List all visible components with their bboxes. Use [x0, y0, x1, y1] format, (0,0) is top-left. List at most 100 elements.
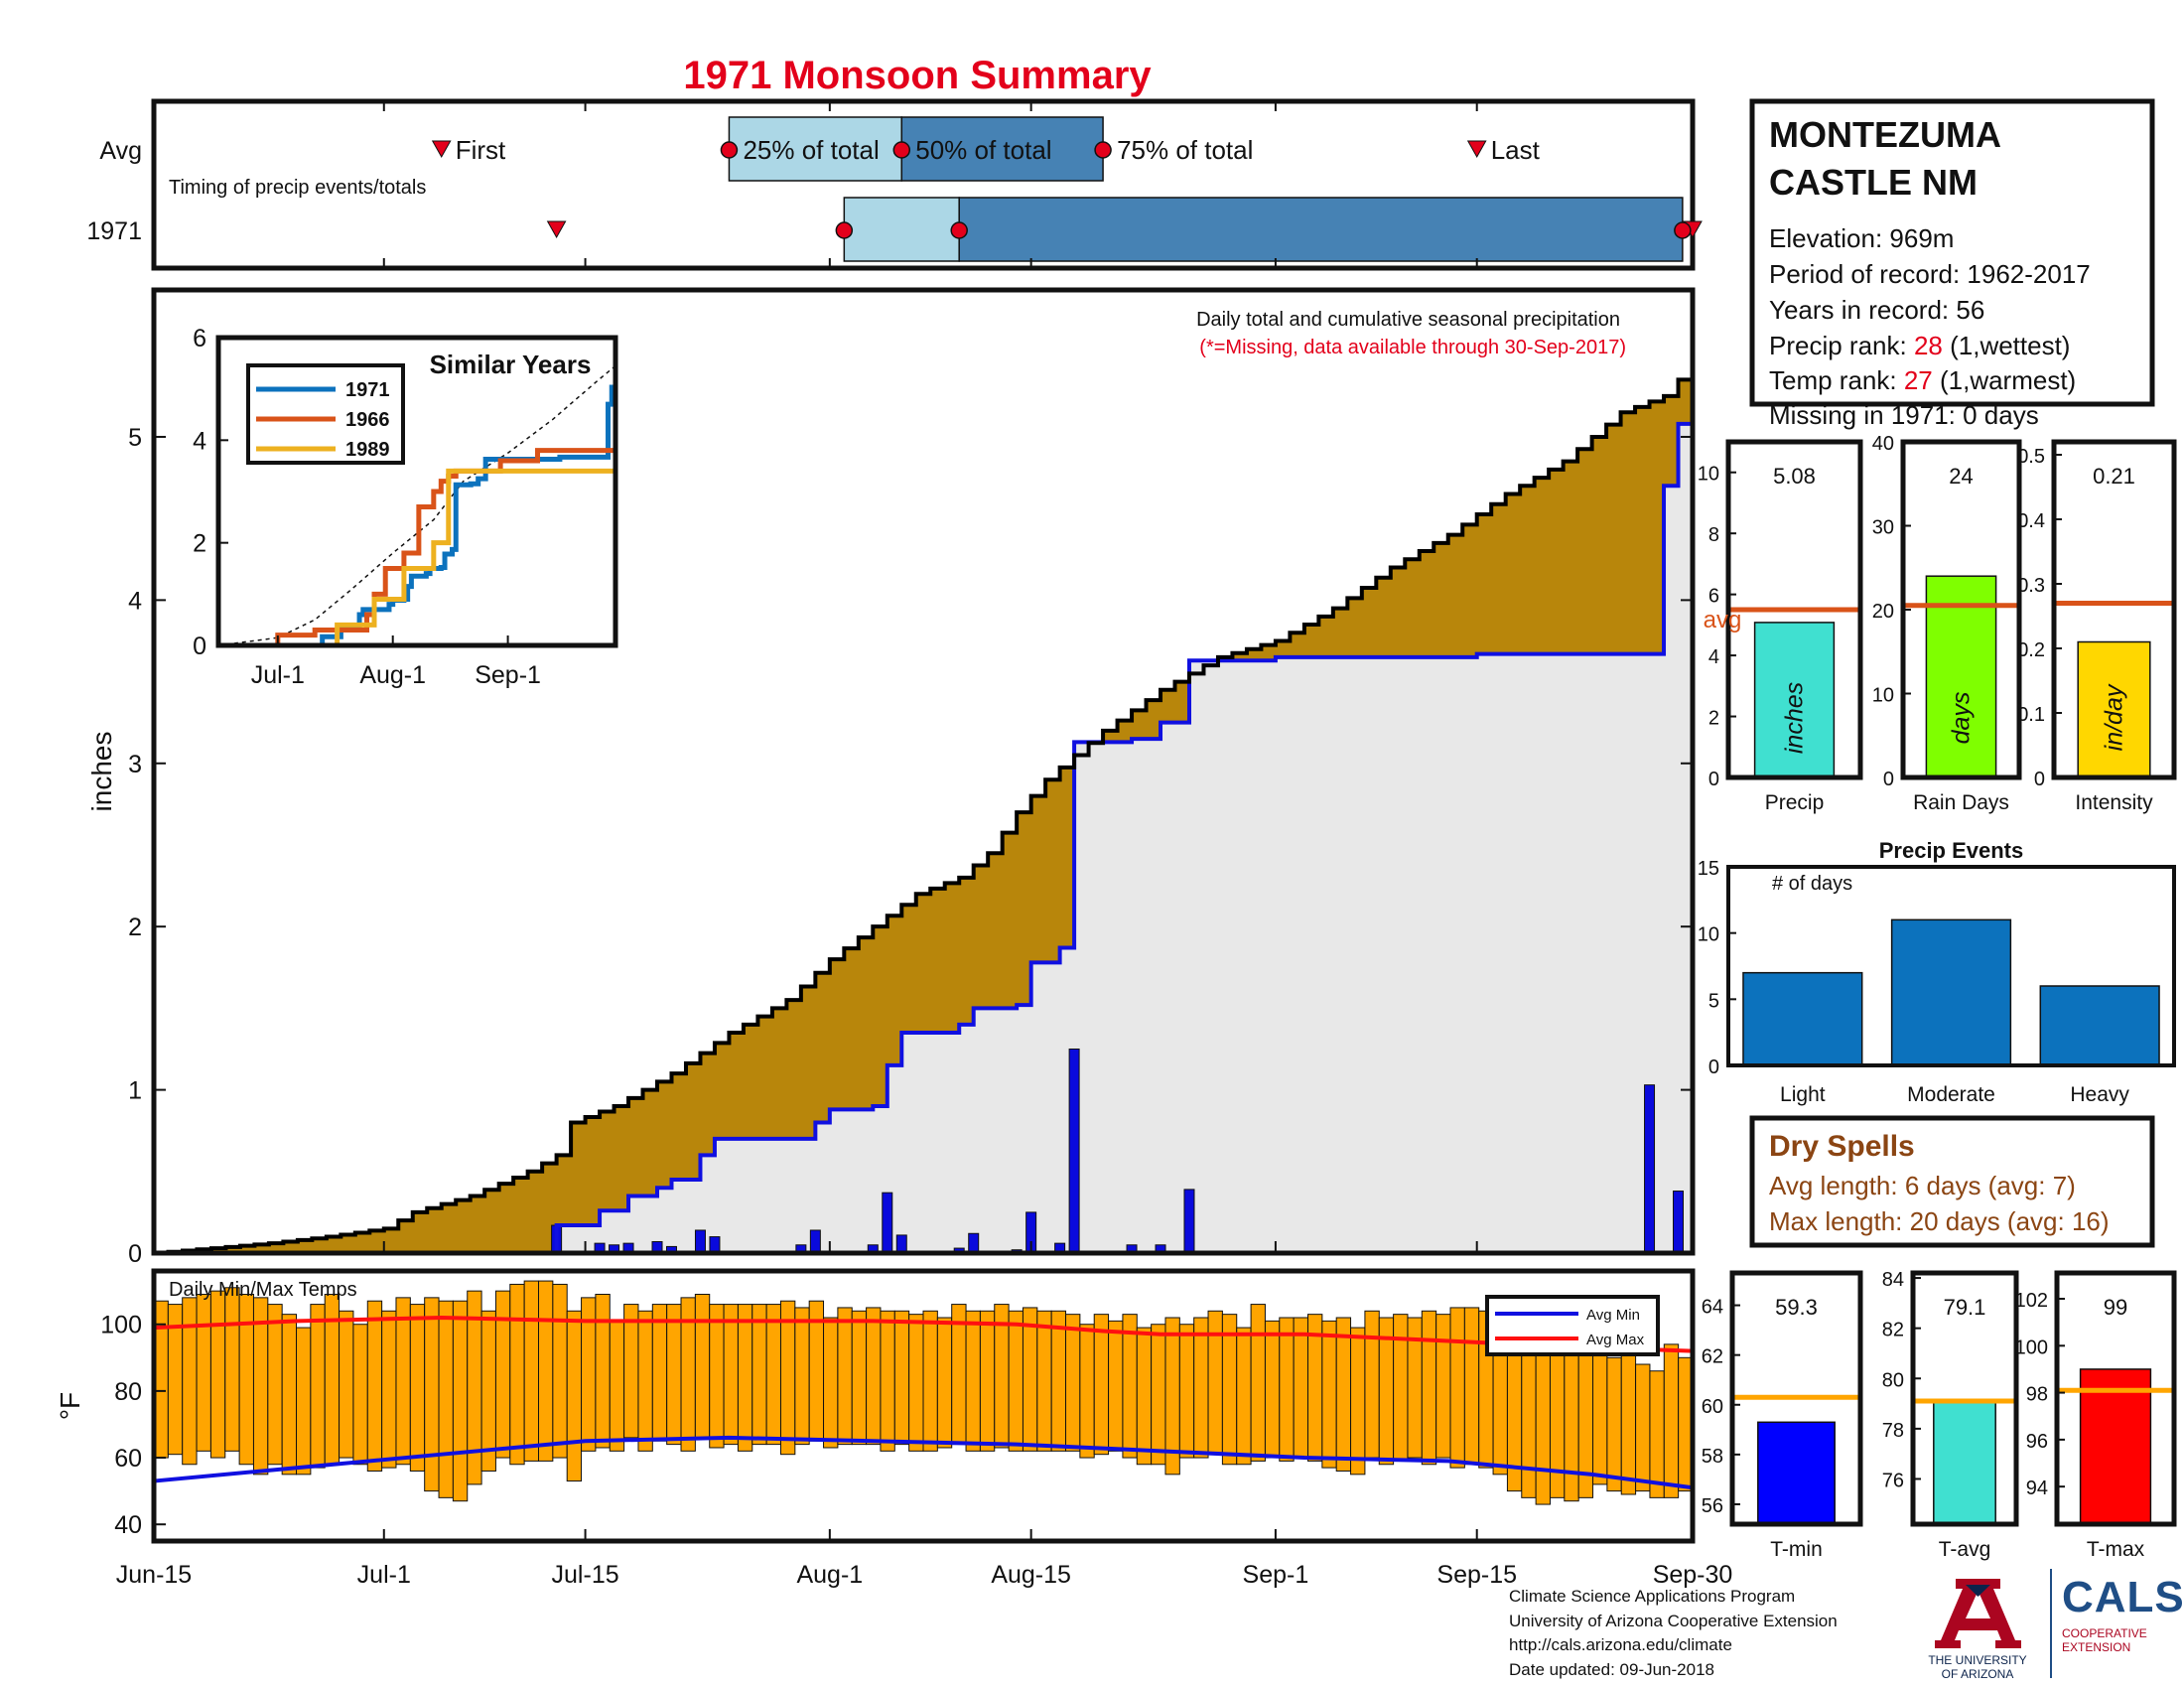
summary-tmax-xlabel: T-max — [2087, 1538, 2145, 1561]
temp-range-bar-87 — [1393, 1314, 1409, 1462]
station-period: Period of record: 1962-2017 — [1769, 259, 2091, 289]
temp-range-bar-105 — [1649, 1370, 1665, 1498]
temp-xtick-label-2: Jul-15 — [552, 1561, 619, 1589]
summary-precip-ytick-label-0: 0 — [1708, 769, 1719, 790]
temp-range-bar-15 — [366, 1300, 383, 1472]
precip-events-ytick-label-2: 10 — [1698, 924, 1719, 946]
temp-range-bar-48 — [837, 1307, 853, 1446]
cals-logo-line2: EXTENSION — [2062, 1640, 2131, 1654]
timing-panel — [151, 98, 1696, 271]
similar-years-title: Similar Years — [430, 350, 592, 379]
station-precip-rank-part-1: 28 — [1914, 331, 1943, 360]
temp-ylabel: °F — [55, 1392, 85, 1420]
timing-label-50: 50% of total — [915, 135, 1051, 165]
main-ylabel: inches — [86, 732, 117, 812]
temp-range-bar-32 — [609, 1320, 625, 1452]
temp-range-bar-85 — [1364, 1310, 1380, 1459]
temp-range-bar-40 — [723, 1304, 739, 1446]
temp-range-bar-79 — [1279, 1317, 1295, 1462]
summary-tavg-ytick-label-4: 84 — [1882, 1269, 1904, 1291]
temp-range-bar-21 — [452, 1300, 469, 1502]
summary-precip-avg-label: avg — [1704, 607, 1742, 633]
footer-line-url[interactable]: http://cals.arizona.edu/climate — [1509, 1635, 1732, 1654]
summary-tavg-bar — [1933, 1400, 1996, 1525]
main-ytick-label-1: 1 — [128, 1077, 142, 1105]
temp-range-bar-73 — [1193, 1317, 1209, 1459]
summary-tmin-ytick-label-3: 62 — [1702, 1346, 1723, 1368]
temp-range-bar-36 — [666, 1304, 682, 1446]
temp-range-bar-43 — [765, 1304, 781, 1446]
station-precip-rank-part-2: (1,wettest) — [1943, 331, 2071, 360]
station-missing: Missing in 1971: 0 days — [1769, 400, 2039, 430]
summary-raindays-ytick-label-4: 40 — [1872, 433, 1894, 455]
similar-ytick-label-3: 6 — [193, 325, 206, 352]
precip-events-ytick-label-1: 5 — [1708, 990, 1719, 1012]
precip-events-xlabel-heavy: Heavy — [2070, 1083, 2129, 1106]
temp-plot-frame — [151, 1268, 1696, 1544]
similar-legend-label-1971: 1971 — [345, 379, 390, 401]
station-temp-rank-part-0: Temp rank: — [1769, 365, 1904, 395]
avg-min-temp-line — [153, 1435, 1694, 1490]
similar-legend-label-1966: 1966 — [345, 409, 390, 431]
similar-xtick-label-2: Sep-1 — [475, 661, 541, 689]
temp-range-bar-72 — [1178, 1324, 1195, 1459]
temp-range-bar-78 — [1264, 1320, 1281, 1459]
temp-range-bar-33 — [623, 1304, 639, 1439]
figure-title: 1971 Monsoon Summary — [683, 54, 1152, 97]
summary-tmin-value-label: 59.3 — [1775, 1295, 1818, 1320]
temp-range-bar-104 — [1635, 1363, 1651, 1492]
footer-line-date: Date updated: 09-Jun-2018 — [1509, 1659, 1714, 1679]
avg-75-marker — [1094, 141, 1112, 159]
temp-range-bar-62 — [1036, 1310, 1052, 1452]
temp-range-bar-8 — [267, 1304, 283, 1466]
temp-ytick-label-1: 60 — [114, 1445, 142, 1473]
summary-tmin-ytick-label-2: 60 — [1702, 1396, 1723, 1418]
temp-range-bar-54 — [922, 1310, 938, 1452]
temp-range-bar-25 — [509, 1283, 525, 1466]
temp-range-bar-75 — [1221, 1314, 1238, 1466]
timing-row-year-label: 1971 — [86, 217, 142, 245]
temp-range-bar-53 — [908, 1314, 924, 1452]
temp-range-bar-67 — [1108, 1320, 1124, 1452]
summary-tmax-frame — [2054, 1270, 2177, 1527]
year-50-marker — [950, 221, 968, 239]
summary-tmax-ytick-label-2: 98 — [2026, 1384, 2048, 1406]
summary-intensity-xlabel: Intensity — [2075, 791, 2153, 814]
similar-xtick-label-0: Jul-1 — [251, 661, 305, 689]
daily-precip-bar-21 — [1183, 1189, 1195, 1254]
summary-raindays-bar — [1925, 575, 1997, 778]
summary-tmax-ytick-label-1: 96 — [2026, 1431, 2048, 1453]
temp-range-bar-20 — [438, 1300, 454, 1498]
temp-range-bar-6 — [238, 1294, 254, 1466]
station-temp-rank-part-2: (1,warmest) — [1933, 365, 2076, 395]
year-cumulative-line — [154, 421, 1693, 1255]
summary-tmax-bar — [2079, 1368, 2152, 1525]
dry-spells-title: Dry Spells — [1769, 1130, 1915, 1163]
daily-precip-bar-18 — [1068, 1048, 1080, 1254]
temp-range-bar-47 — [823, 1317, 839, 1449]
summary-intensity-unit-label: in/day — [2101, 683, 2128, 751]
temp-range-bar-34 — [637, 1310, 653, 1452]
summary-precip-frame — [1725, 439, 1863, 780]
precip-events-xlabel-light: Light — [1780, 1083, 1826, 1106]
temp-range-bar-64 — [1065, 1314, 1081, 1452]
summary-raindays-xlabel: Rain Days — [1913, 791, 2009, 814]
main-ytick-label-3: 3 — [128, 751, 142, 778]
avg-25-marker — [720, 141, 739, 159]
summary-precip-ytick-label-4: 8 — [1708, 524, 1719, 546]
daily-precip-bar-23 — [1673, 1191, 1685, 1254]
summary-precip-xlabel: Precip — [1765, 791, 1825, 814]
temp-range-bar-102 — [1606, 1356, 1622, 1492]
precip-events-frame — [1726, 865, 2176, 1067]
temp-range-bar-4 — [209, 1290, 226, 1459]
main-annotation-missing: (*=Missing, data available through 30-Se… — [1199, 337, 1626, 358]
temp-range-bar-23 — [480, 1310, 496, 1472]
year-25-50-band — [843, 197, 960, 262]
temp-range-bar-44 — [779, 1300, 796, 1456]
temp-range-bar-24 — [494, 1290, 511, 1459]
ua-logo-line2: OF ARIZONA — [1942, 1667, 2014, 1681]
similar-years-line-1966 — [218, 445, 618, 648]
daily-precip-bar-22 — [1644, 1084, 1656, 1254]
cals-logo-line1: COOPERATIVE — [2062, 1626, 2147, 1640]
